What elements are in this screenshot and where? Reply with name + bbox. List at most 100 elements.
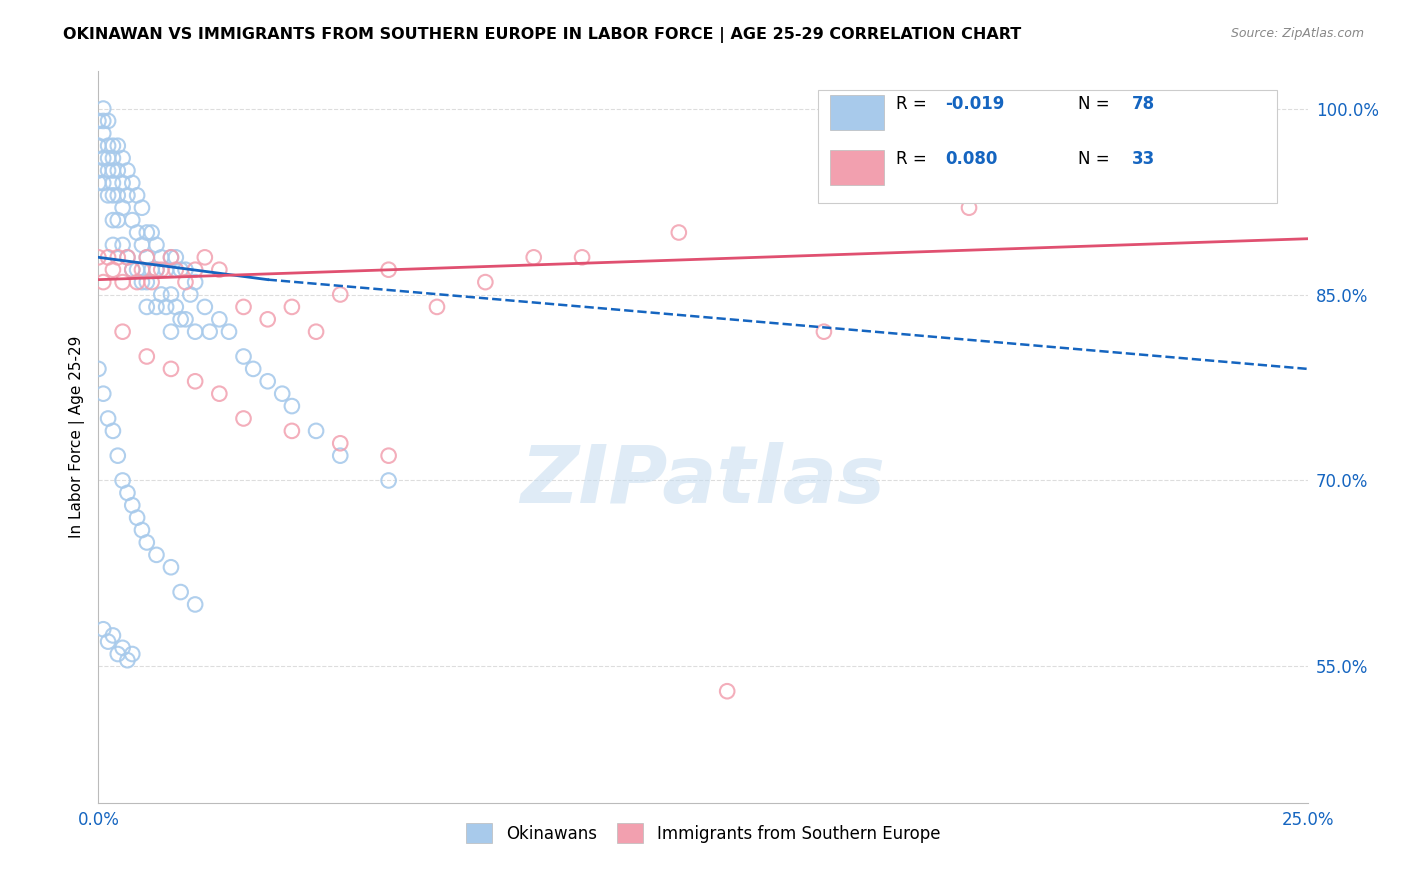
Point: [160, 560, 183, 574]
Point: [198, 325, 221, 339]
Point: [121, 176, 143, 190]
Point: [127, 262, 149, 277]
Point: [1054, 102, 1077, 116]
Point: [165, 300, 187, 314]
Point: [87, 138, 110, 153]
Point: [141, 275, 163, 289]
Point: [329, 436, 352, 450]
Point: [107, 188, 129, 202]
Point: [117, 250, 139, 264]
Point: [97, 634, 120, 648]
Point: [141, 262, 163, 277]
Point: [111, 176, 134, 190]
Point: [101, 138, 124, 153]
Text: -0.019: -0.019: [945, 95, 1004, 113]
Point: [329, 449, 352, 463]
Point: [111, 151, 134, 165]
Point: [174, 312, 197, 326]
Point: [329, 287, 352, 301]
Point: [117, 188, 139, 202]
Point: [101, 188, 124, 202]
Point: [97, 411, 120, 425]
Point: [91, 275, 114, 289]
Point: [145, 300, 167, 314]
Point: [97, 138, 120, 153]
Point: [87, 163, 110, 178]
Point: [135, 300, 157, 314]
Point: [179, 287, 201, 301]
Point: [426, 300, 449, 314]
Point: [184, 262, 207, 277]
Point: [135, 275, 157, 289]
Point: [117, 486, 139, 500]
Point: [145, 262, 167, 277]
Point: [377, 474, 399, 488]
Point: [101, 213, 124, 227]
Point: [232, 350, 254, 364]
Point: [111, 474, 134, 488]
Point: [281, 300, 304, 314]
Point: [256, 312, 278, 326]
Point: [121, 262, 143, 277]
Point: [160, 287, 183, 301]
Point: [111, 201, 134, 215]
Point: [232, 300, 254, 314]
Point: [135, 350, 157, 364]
Point: [571, 250, 593, 264]
Point: [101, 262, 124, 277]
Point: [145, 262, 167, 277]
Point: [145, 238, 167, 252]
Point: [135, 535, 157, 549]
Point: [155, 300, 177, 314]
Point: [101, 424, 124, 438]
Text: 33: 33: [1132, 151, 1156, 169]
Point: [135, 250, 157, 264]
Point: [208, 386, 231, 401]
Text: R =: R =: [897, 95, 932, 113]
FancyBboxPatch shape: [830, 150, 884, 185]
Point: [160, 250, 183, 264]
Point: [111, 275, 134, 289]
Point: [474, 275, 496, 289]
Point: [101, 238, 124, 252]
Point: [127, 188, 149, 202]
Point: [281, 399, 304, 413]
Point: [91, 126, 114, 140]
Text: 78: 78: [1132, 95, 1156, 113]
Point: [150, 262, 173, 277]
Point: [91, 102, 114, 116]
FancyBboxPatch shape: [830, 95, 884, 130]
Point: [165, 262, 187, 277]
Point: [107, 250, 129, 264]
Text: 0.080: 0.080: [945, 151, 997, 169]
Text: R =: R =: [897, 151, 932, 169]
Point: [194, 250, 217, 264]
Point: [281, 424, 304, 438]
Legend: Okinawans, Immigrants from Southern Europe: Okinawans, Immigrants from Southern Euro…: [460, 817, 946, 849]
Point: [242, 362, 264, 376]
Point: [101, 163, 124, 178]
Point: [169, 312, 191, 326]
Point: [184, 598, 207, 612]
Point: [169, 585, 191, 599]
Point: [91, 386, 114, 401]
Point: [97, 163, 120, 178]
Point: [141, 226, 163, 240]
Point: [150, 287, 173, 301]
Point: [117, 250, 139, 264]
Point: [91, 114, 114, 128]
Point: [87, 114, 110, 128]
Point: [716, 684, 738, 698]
Point: [87, 176, 110, 190]
Point: [150, 250, 173, 264]
Point: [107, 138, 129, 153]
Point: [174, 275, 197, 289]
Point: [184, 275, 207, 289]
Point: [127, 275, 149, 289]
Point: [184, 374, 207, 388]
Point: [111, 325, 134, 339]
FancyBboxPatch shape: [818, 90, 1278, 203]
Point: [184, 325, 207, 339]
Point: [131, 201, 153, 215]
Point: [97, 250, 120, 264]
